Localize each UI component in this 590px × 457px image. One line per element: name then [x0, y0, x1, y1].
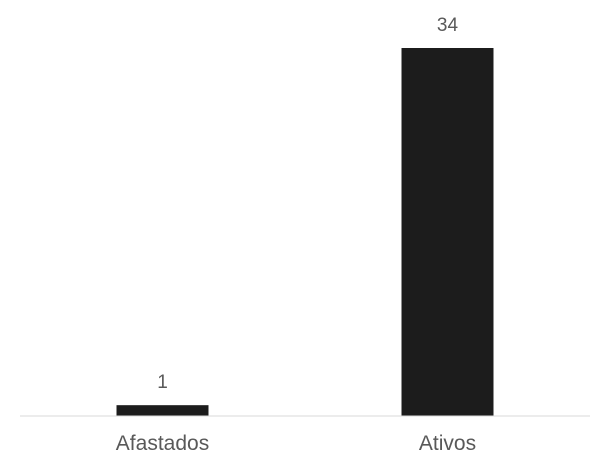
data-label-afastados: 1: [157, 372, 168, 393]
category-labels-group: Afastados Ativos: [116, 432, 476, 455]
category-label-ativos: Ativos: [419, 432, 476, 455]
category-label-afastados: Afastados: [116, 432, 209, 455]
data-label-ativos: 34: [437, 15, 459, 36]
bar-afastados: [116, 405, 209, 416]
bar-ativos: [401, 48, 494, 416]
data-labels-group: 1 34: [157, 15, 458, 393]
bars-group: [116, 48, 494, 416]
